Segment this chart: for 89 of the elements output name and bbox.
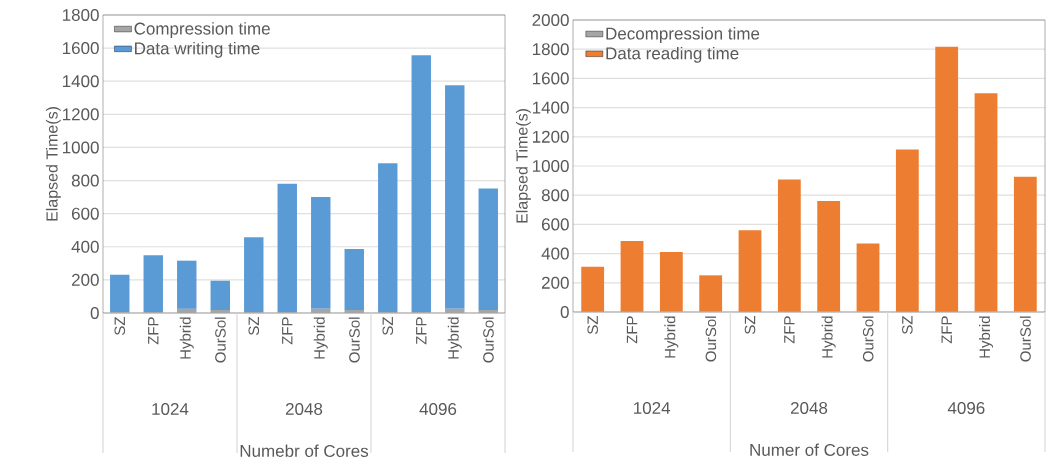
x-tick-label: ZFP — [626, 316, 638, 344]
text: 2048 — [790, 401, 828, 415]
y-tick-label: 0 — [90, 306, 99, 320]
legend-label: Data writing time — [135, 41, 260, 58]
x-tick-label: OurSol — [348, 317, 360, 363]
x-tick-label: OurSol — [705, 316, 717, 362]
x-tick-label: OurSol — [862, 316, 874, 362]
y-tick-label: 1000 — [62, 141, 99, 154]
x-tick-label: Hybrid — [313, 317, 328, 359]
bar — [210, 310, 230, 313]
x-tick-label: Hybrid — [664, 316, 679, 358]
bar — [895, 149, 919, 312]
bar — [311, 308, 331, 313]
text: 4096 — [419, 402, 457, 416]
x-tick-label: Hybrid — [179, 317, 194, 359]
y-tick-label: 2000 — [532, 13, 569, 27]
x-tick-label: SZ — [587, 315, 598, 334]
y-tick-label: 1200 — [532, 130, 569, 143]
y-axis-title: Elapsed Time(s) — [515, 109, 531, 223]
bar — [777, 179, 801, 312]
y-tick-label: 1600 — [62, 42, 99, 55]
x-tick-label: Hybrid — [821, 316, 836, 358]
x-tick-label: ZFP — [416, 317, 427, 345]
bar — [1013, 176, 1037, 312]
text: 1024 — [152, 402, 189, 416]
x-tick-label: SZ — [744, 315, 756, 334]
bar — [344, 310, 364, 313]
y-tick-label: 1800 — [62, 8, 99, 22]
bar — [478, 188, 498, 311]
x-tick-label: SZ — [248, 316, 260, 335]
bar — [311, 197, 331, 309]
bar — [817, 200, 841, 312]
x-axis-title: Numer of Cores — [750, 443, 869, 456]
y-tick-label: 600 — [71, 207, 99, 220]
bar — [411, 55, 431, 313]
y-tick-label: 1000 — [532, 159, 569, 173]
bar — [177, 308, 197, 313]
y-tick-label: 1400 — [532, 101, 569, 114]
x-tick-label: ZFP — [784, 316, 795, 344]
bar — [935, 46, 959, 312]
y-tick-label: 200 — [71, 273, 99, 286]
bar — [974, 93, 998, 312]
y-tick-label: 1600 — [532, 72, 569, 85]
x-tick-label: SZ — [382, 316, 394, 335]
bar — [581, 266, 605, 312]
y-tick-label: 1400 — [62, 75, 99, 88]
x-tick-label: Hybrid — [979, 316, 993, 358]
y-tick-label: 800 — [71, 174, 99, 187]
y-axis-title: Elapsed Time(s) — [45, 107, 61, 221]
bar — [738, 230, 762, 312]
bar — [478, 310, 498, 313]
bar — [620, 240, 644, 312]
x-tick-label: SZ — [902, 315, 913, 334]
bar — [244, 237, 264, 313]
bar — [856, 243, 880, 312]
bar — [445, 308, 465, 313]
bar — [177, 260, 197, 309]
y-tick-label: 400 — [71, 240, 99, 253]
x-axis-title: Numebr of Cores — [240, 444, 369, 457]
bar — [445, 85, 465, 309]
x-tick-label: ZFP — [282, 317, 293, 345]
x-tick-label: SZ — [114, 316, 126, 335]
y-tick-label: 400 — [541, 247, 569, 260]
y-tick-label: 600 — [541, 218, 569, 231]
y-tick-label: 0 — [560, 305, 569, 319]
x-tick-label: Hybrid — [447, 317, 462, 359]
text: 1024 — [634, 401, 671, 415]
y-tick-label: 800 — [541, 189, 569, 202]
bar — [143, 255, 163, 313]
x-tick-label: ZFP — [148, 317, 159, 345]
bar — [659, 251, 683, 312]
y-tick-label: 1800 — [532, 43, 569, 56]
y-tick-label: 200 — [541, 276, 569, 289]
bar — [344, 249, 364, 311]
x-tick-label: OurSol — [482, 317, 494, 363]
bar — [210, 280, 230, 311]
x-tick-label: ZFP — [941, 316, 952, 344]
bar — [110, 274, 130, 313]
bar — [378, 163, 398, 313]
text: 2048 — [285, 402, 323, 416]
legend-label: Compression time — [134, 22, 270, 38]
x-tick-label: OurSol — [1019, 316, 1031, 362]
x-tick-label: OurSol — [214, 317, 226, 363]
y-tick-label: 1200 — [62, 108, 99, 121]
legend-label: Decompression time — [606, 27, 760, 43]
bar — [277, 183, 297, 313]
bar — [699, 275, 723, 312]
text: 4096 — [947, 401, 985, 415]
legend-label: Data reading time — [606, 46, 739, 63]
